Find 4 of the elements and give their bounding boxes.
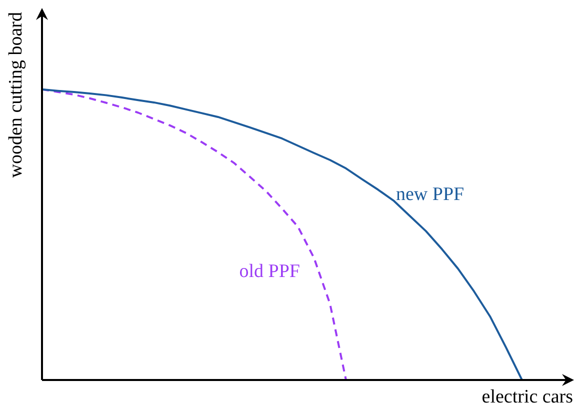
x-axis-title: electric cars: [482, 386, 573, 408]
series-label: new PPF: [396, 184, 464, 205]
series-label: old PPF: [239, 260, 300, 282]
y-axis-title: wooden cutting board: [5, 12, 26, 178]
